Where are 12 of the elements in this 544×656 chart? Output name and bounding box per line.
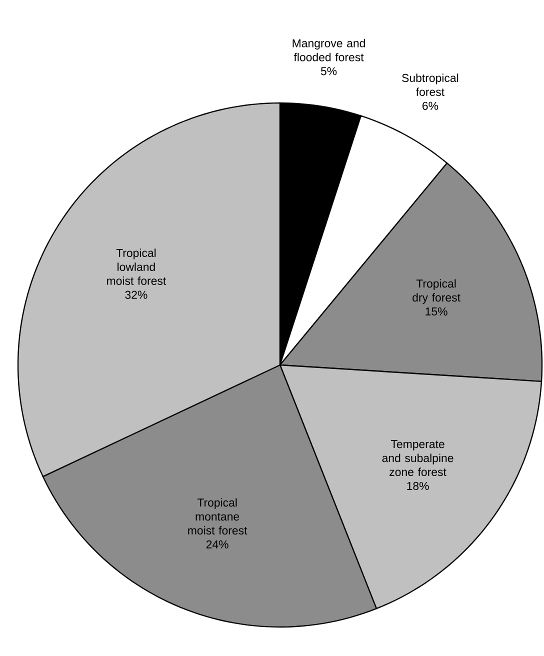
- data-label: 24%: [206, 540, 228, 548]
- slice-label: Tropical dry forest: [412, 279, 460, 304]
- data-label: 15%: [426, 307, 448, 316]
- slice-label: Subtropical forest: [402, 74, 458, 96]
- slice-label: Tropical lowland moist forest: [107, 248, 166, 285]
- data-label: 5%: [320, 67, 337, 76]
- data-label: 18%: [407, 482, 429, 490]
- data-label: 32%: [125, 290, 148, 299]
- slice-label: Mangrove and flooded forest: [292, 38, 365, 62]
- data-label: 6%: [422, 102, 438, 110]
- slice-label: Tropical montane moist forest: [188, 498, 248, 535]
- slice-label: Temperate and subalpine zone forest: [382, 440, 454, 476]
